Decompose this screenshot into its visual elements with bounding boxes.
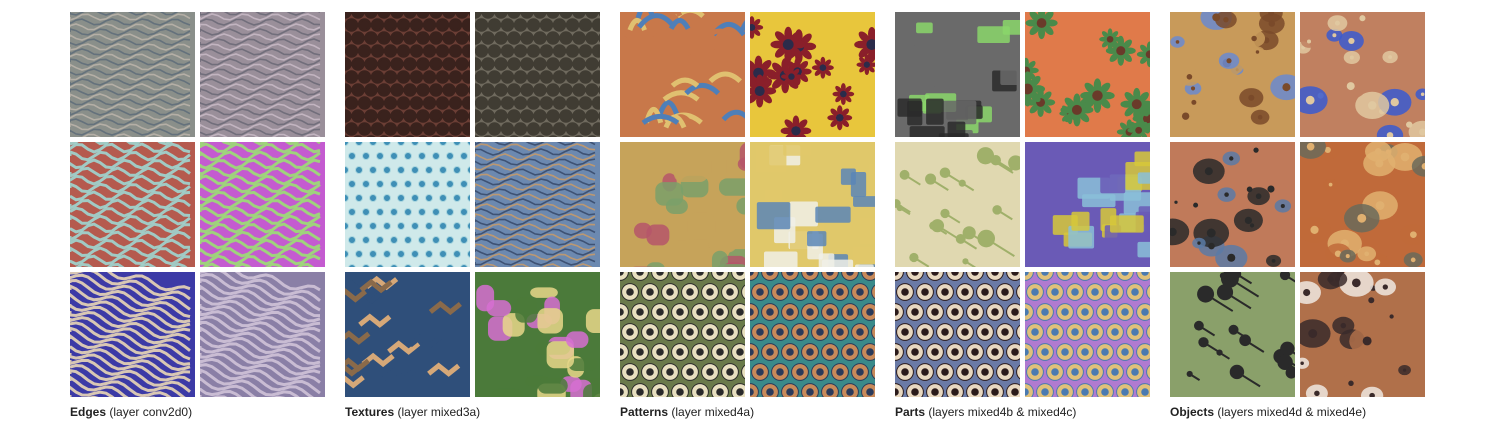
- feature-visualization-tile: [750, 142, 875, 267]
- feature-visualization-tile: [1170, 272, 1295, 397]
- caption-detail: (layer mixed4a): [671, 405, 755, 419]
- feature-visualization-tile: [475, 142, 600, 267]
- feature-visualization-tile: [70, 142, 195, 267]
- feature-visualization-tile: [200, 12, 325, 137]
- group-parts: Parts (layers mixed4b & mixed4c): [895, 12, 1150, 419]
- group-patterns: Patterns (layer mixed4a): [620, 12, 875, 419]
- feature-visualization-tile: [1025, 12, 1150, 137]
- feature-visualization-tile: [750, 272, 875, 397]
- feature-visualization-tile: [620, 272, 745, 397]
- caption: Parts (layers mixed4b & mixed4c): [895, 405, 1076, 419]
- feature-visualization-tile: [1300, 272, 1425, 397]
- feature-visualization-tile: [345, 12, 470, 137]
- tile-grid: [345, 12, 600, 397]
- group-objects: Objects (layers mixed4d & mixed4e): [1170, 12, 1425, 419]
- tile-grid: [1170, 12, 1425, 397]
- feature-visualization-tile: [70, 12, 195, 137]
- tile-grid: [70, 12, 325, 397]
- caption-title: Parts: [895, 405, 926, 419]
- feature-visualization-tile: [70, 272, 195, 397]
- caption-title: Textures: [345, 405, 395, 419]
- feature-visualization-tile: [475, 272, 600, 397]
- caption-title: Objects: [1170, 405, 1215, 419]
- caption: Edges (layer conv2d0): [70, 405, 192, 419]
- caption-detail: (layers mixed4d & mixed4e): [1217, 405, 1367, 419]
- caption-detail: (layer conv2d0): [109, 405, 193, 419]
- group-edges: Edges (layer conv2d0): [70, 12, 325, 419]
- feature-visualization-tile: [475, 12, 600, 137]
- caption: Textures (layer mixed3a): [345, 405, 480, 419]
- feature-visualization-tile: [345, 272, 470, 397]
- feature-visualization-tile: [1025, 142, 1150, 267]
- group-textures: Textures (layer mixed3a): [345, 12, 600, 419]
- feature-visualization-tile: [750, 12, 875, 137]
- feature-visualization-tile: [200, 142, 325, 267]
- caption-title: Patterns: [620, 405, 669, 419]
- feature-visualization-tile: [200, 272, 325, 397]
- tile-grid: [620, 12, 875, 397]
- caption: Patterns (layer mixed4a): [620, 405, 754, 419]
- feature-visualization-tile: [895, 12, 1020, 137]
- feature-visualization-tile: [1300, 12, 1425, 137]
- feature-visualization-tile: [1170, 142, 1295, 267]
- feature-visualization-tile: [895, 142, 1020, 267]
- feature-visualization-tile: [345, 142, 470, 267]
- caption-detail: (layer mixed3a): [397, 405, 481, 419]
- caption-detail: (layers mixed4b & mixed4c): [928, 405, 1077, 419]
- feature-visualization-tile: [1025, 272, 1150, 397]
- feature-visualization-tile: [1300, 142, 1425, 267]
- feature-visualization-tile: [620, 142, 745, 267]
- feature-visualization-tile: [1170, 12, 1295, 137]
- feature-visualization-tile: [895, 272, 1020, 397]
- feature-visualization-tile: [620, 12, 745, 137]
- caption: Objects (layers mixed4d & mixed4e): [1170, 405, 1366, 419]
- caption-title: Edges: [70, 405, 107, 419]
- tile-grid: [895, 12, 1150, 397]
